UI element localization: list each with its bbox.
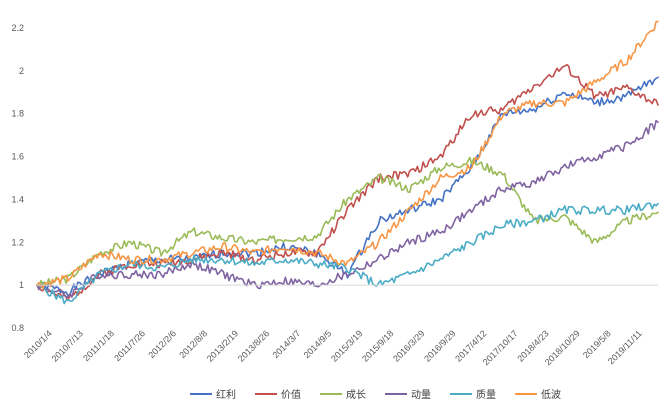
series-line-3 bbox=[36, 156, 659, 288]
y-tick-label: 2 bbox=[19, 66, 24, 76]
y-tick-label: 1 bbox=[19, 280, 24, 290]
x-tick-label: 2014/9/5 bbox=[302, 328, 334, 360]
x-tick-label: 2015/9/18 bbox=[360, 328, 395, 363]
x-tick-label: 2016/3/29 bbox=[391, 328, 426, 363]
y-tick-label: 1.8 bbox=[11, 109, 24, 119]
x-tick-label: 2019/11/11 bbox=[606, 328, 644, 366]
x-tick-label: 2013/8/26 bbox=[236, 328, 271, 363]
y-tick-label: 2.2 bbox=[11, 23, 24, 33]
legend-label: 动量 bbox=[411, 389, 431, 401]
x-tick-label: 2010/7/13 bbox=[50, 328, 85, 363]
x-tick-label: 2012/2/6 bbox=[146, 328, 178, 360]
series-layer bbox=[36, 20, 659, 305]
y-tick-label: 1.6 bbox=[11, 152, 24, 162]
series-line-2 bbox=[36, 63, 659, 302]
y-axis: 0.8 1 1.2 1.4 1.6 1.8 2 2.2 bbox=[11, 23, 24, 333]
legend-label: 成长 bbox=[346, 389, 366, 401]
legend-label: 红利 bbox=[216, 388, 236, 401]
x-tick-label: 2014/3/7 bbox=[270, 328, 302, 360]
x-tick-label: 2013/2/19 bbox=[205, 328, 240, 363]
x-tick-label: 2016/9/29 bbox=[422, 328, 457, 363]
x-tick-label: 2010/1/4 bbox=[22, 328, 54, 360]
x-tick-label: 2012/8/8 bbox=[177, 328, 209, 360]
x-tick-label: 2019/5/8 bbox=[581, 328, 613, 360]
y-tick-label: 0.8 bbox=[11, 323, 24, 333]
legend-label: 价值 bbox=[281, 388, 301, 401]
y-tick-label: 1.4 bbox=[11, 194, 24, 204]
y-tick-label: 1.2 bbox=[11, 237, 24, 247]
x-tick-label: 2015/3/19 bbox=[329, 328, 364, 363]
legend-label: 低波 bbox=[541, 388, 561, 401]
x-tick-label: 2011/1/18 bbox=[81, 328, 116, 363]
legend: 红利 价值 成长 动量 质量 低波 bbox=[190, 388, 561, 401]
legend-label: 质量 bbox=[476, 389, 496, 401]
series-line-6 bbox=[36, 20, 659, 289]
x-tick-label: 2011/7/26 bbox=[112, 328, 147, 363]
series-line-5 bbox=[36, 202, 659, 305]
series-line-4 bbox=[36, 119, 659, 298]
